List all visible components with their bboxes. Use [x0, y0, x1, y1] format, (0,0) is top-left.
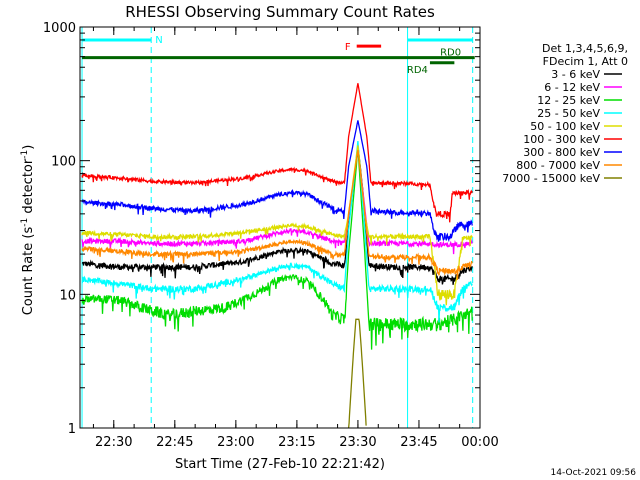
y-axis-label: Count Rate (s-1 detector-1)	[20, 145, 36, 316]
y-axis-label-sup1: -1	[20, 218, 30, 227]
plot-frame	[79, 26, 481, 429]
legend-entry-label: 6 - 12 keV	[544, 81, 600, 94]
series-line-4	[81, 145, 473, 306]
vertical-markers	[81, 27, 474, 428]
x-tick-label: 23:30	[339, 435, 376, 450]
annotation-label-f: F	[345, 42, 351, 53]
series-line-8	[347, 318, 367, 429]
legend-entry-label: 7000 - 15000 keV	[502, 172, 600, 185]
annotation-label-n: N	[155, 35, 162, 46]
y-tick-label: 1	[68, 422, 76, 437]
x-tick-label: 22:30	[95, 435, 132, 450]
legend-header-line: Det 1,3,4,5,6,9,	[542, 42, 628, 55]
legend-header-line: FDecim 1, Att 0	[543, 55, 628, 68]
x-tick-label: 23:45	[400, 435, 437, 450]
y-tick-label: 10	[59, 288, 76, 303]
y-axis-label-main: Count Rate (s	[21, 227, 36, 316]
footer-date: 14-Oct-2021 09:56	[551, 468, 637, 478]
legend-entry-label: 25 - 50 keV	[537, 107, 600, 120]
series-line-0	[81, 145, 473, 285]
series-line-5	[81, 83, 473, 223]
series-line-3	[81, 141, 473, 323]
x-tick-label: 22:45	[156, 435, 193, 450]
y-axis-label-sup2: -1	[20, 150, 30, 159]
x-tick-label: 23:00	[217, 435, 254, 450]
chart-title: RHESSI Observing Summary Count Rates	[125, 3, 435, 21]
legend-entry-label: 50 - 100 keV	[530, 120, 600, 133]
series-line-2	[81, 147, 473, 350]
y-axis-label-end: )	[21, 145, 36, 150]
legend-entry-label: 100 - 300 keV	[523, 133, 600, 146]
series-line-1	[81, 150, 473, 255]
series-line-7	[81, 150, 473, 280]
x-axis-label: Start Time (27-Feb-10 22:21:42)	[175, 457, 385, 472]
annotation-label-rd0: RD0	[440, 48, 461, 59]
series-line-6	[81, 120, 473, 243]
legend: Det 1,3,4,5,6,9,FDecim 1, Att 03 - 6 keV…	[502, 42, 628, 185]
legend-entry-label: 800 - 7000 keV	[516, 159, 600, 172]
series-lines	[81, 83, 473, 429]
axes: 22:30 22:45 23:00 23:15 23:30 23:45 00:00 1 10 10…	[43, 21, 499, 450]
legend-entry-label: 300 - 800 keV	[523, 146, 600, 159]
y-tick-label: 1000	[43, 21, 76, 36]
annotation-bars: N F RD4 RD0	[82, 35, 475, 76]
legend-entry-label: 12 - 25 keV	[537, 94, 600, 107]
legend-entry-label: 3 - 6 keV	[551, 68, 600, 81]
annotation-label-rd4: RD4	[407, 65, 428, 76]
x-tick-label: 23:15	[278, 435, 315, 450]
x-tick-label: 00:00	[461, 435, 498, 450]
y-tick-label: 100	[51, 155, 76, 170]
y-axis-label-mid: detector	[21, 158, 36, 218]
